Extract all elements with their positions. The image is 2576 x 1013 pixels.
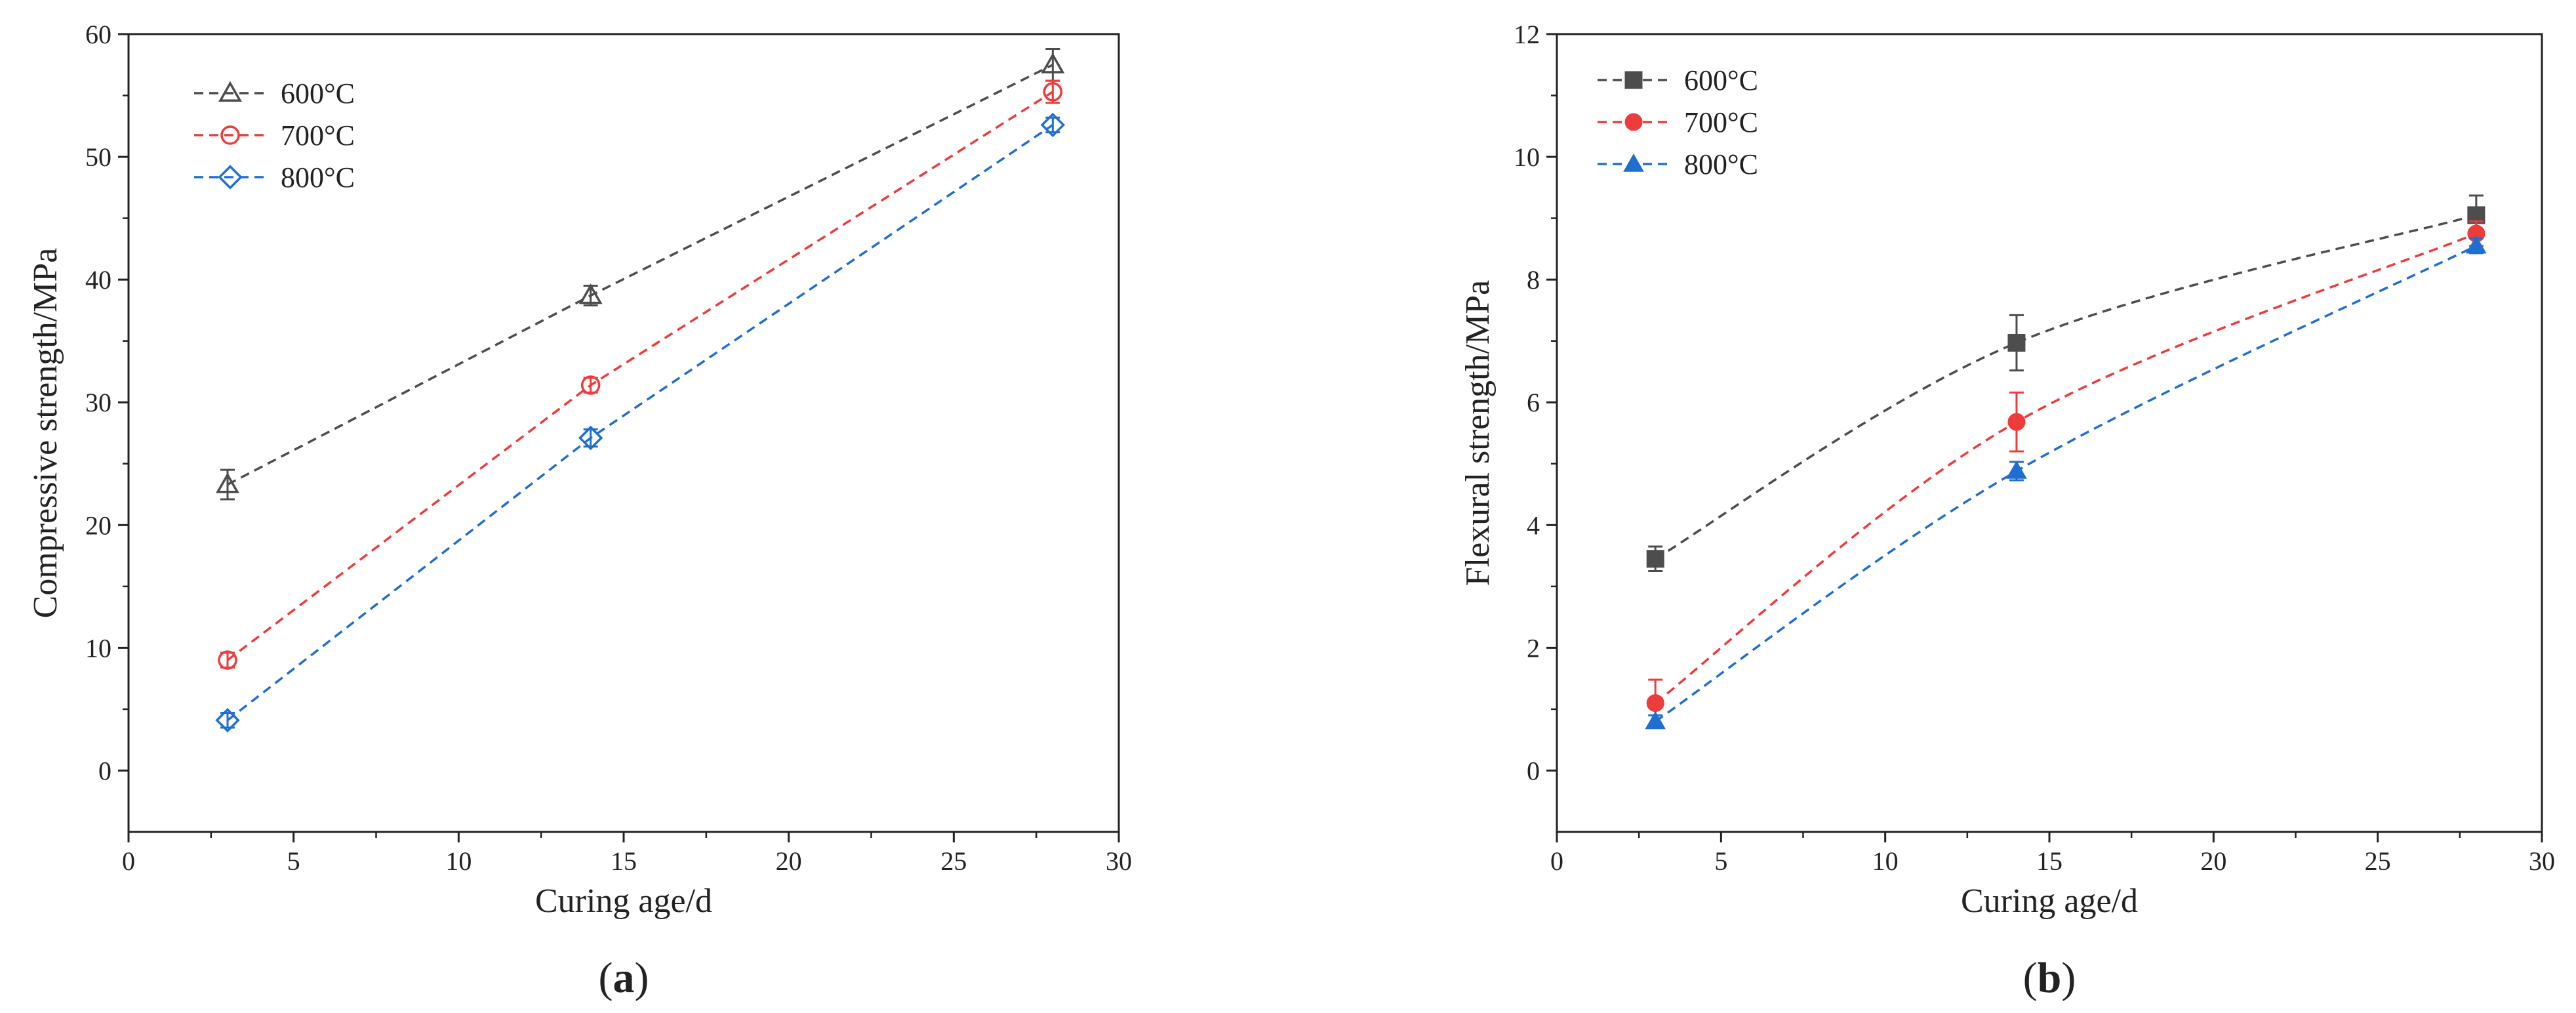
legend-label: 800°C — [1684, 148, 1758, 180]
data-point — [578, 283, 603, 304]
series-line — [1655, 245, 2477, 723]
series-800cc — [1645, 235, 2487, 730]
y-tick-label: 12 — [1514, 20, 1540, 49]
data-point — [1041, 52, 1065, 73]
x-tick-label: 10 — [1872, 846, 1899, 876]
legend-label: 600°C — [281, 77, 355, 110]
data-point — [2466, 235, 2487, 254]
panel-a-chart: 0 5 10 15 20 25 30 0 10 20 30 40 50 60 Curing age/d Com… — [27, 20, 1132, 1002]
data-point — [580, 375, 601, 395]
series-600cc — [1646, 194, 2485, 572]
y-tick-label: 20 — [85, 510, 111, 540]
y-tick-label: 30 — [85, 388, 111, 417]
legend: 600°C 700°C 800°C — [194, 77, 355, 194]
y-tick-label: 50 — [85, 142, 111, 172]
x-tick-label: 25 — [940, 846, 967, 876]
y-tick-label: 10 — [1514, 142, 1540, 172]
data-point — [1646, 550, 1664, 568]
series-line — [226, 123, 1054, 722]
x-tick-label: 15 — [611, 846, 637, 876]
x-tick-label: 5 — [1714, 846, 1727, 876]
y-tick-label: 40 — [85, 265, 111, 295]
data-point — [218, 650, 237, 670]
legend-marker — [1624, 113, 1643, 131]
legend-marker — [218, 81, 242, 102]
y-tick-label: 8 — [1527, 265, 1540, 295]
data-point — [1645, 711, 1666, 730]
legend-marker — [220, 125, 240, 145]
legend-marker — [1624, 71, 1643, 89]
panel-label-letter: b — [2038, 954, 2062, 1002]
legend-label: 700°C — [1684, 106, 1758, 138]
x-tick-label: 5 — [287, 846, 300, 876]
panel-label: (b) — [2023, 954, 2076, 1002]
panel-b-chart: 0 5 10 15 20 25 30 0 2 4 6 8 10 12 Curing age/d Flexura… — [1459, 20, 2555, 1002]
series-600cc — [216, 47, 1065, 501]
data-point — [216, 472, 239, 493]
data-point — [1043, 82, 1063, 102]
y-axis-title: Flexural strength/MPa — [1459, 280, 1497, 587]
x-tick-label: 25 — [2365, 846, 2391, 876]
legend-label: 600°C — [1684, 64, 1758, 96]
y-tick-label: 4 — [1527, 510, 1540, 540]
x-tick-label: 15 — [2036, 846, 2063, 876]
x-axis-title: Curing age/d — [1961, 882, 2138, 920]
legend-marker — [218, 165, 243, 190]
series-800cc — [215, 112, 1066, 733]
y-tick-label: 0 — [98, 756, 111, 785]
y-axis-title: Compressive strength/MPa — [27, 248, 64, 619]
x-tick-label: 20 — [776, 846, 802, 876]
x-tick-label: 10 — [445, 846, 472, 876]
x-tick-label: 20 — [2200, 846, 2226, 876]
data-point — [215, 708, 240, 733]
y-tick-label: 60 — [85, 20, 111, 49]
data-point — [2007, 413, 2026, 431]
data-point — [2007, 333, 2026, 352]
legend-marker — [1623, 154, 1644, 172]
panel-label-letter: a — [613, 954, 635, 1002]
legend: 600°C 700°C 800°C — [1598, 64, 1758, 180]
x-tick-label: 0 — [122, 846, 135, 876]
x-axis-title: Curing age/d — [535, 882, 712, 920]
x-tick-label: 0 — [1550, 846, 1563, 876]
x-tick-label: 30 — [2529, 846, 2555, 876]
data-point — [1646, 694, 1664, 713]
data-point — [2006, 461, 2027, 479]
data-point — [1040, 112, 1066, 138]
x-tick-label: 30 — [1106, 846, 1132, 876]
series-700cc — [218, 79, 1063, 670]
plot-frame — [127, 33, 1120, 833]
y-tick-label: 10 — [85, 633, 111, 663]
panel-label: (a) — [599, 954, 649, 1002]
y-tick-label: 6 — [1527, 388, 1540, 417]
legend-label: 700°C — [281, 119, 355, 152]
legend-label: 800°C — [281, 161, 355, 194]
data-point — [578, 425, 603, 451]
series-line — [1655, 214, 2477, 560]
series-700cc — [1646, 220, 2485, 728]
y-tick-label: 0 — [1527, 756, 1540, 785]
y-tick-label: 2 — [1527, 633, 1540, 663]
